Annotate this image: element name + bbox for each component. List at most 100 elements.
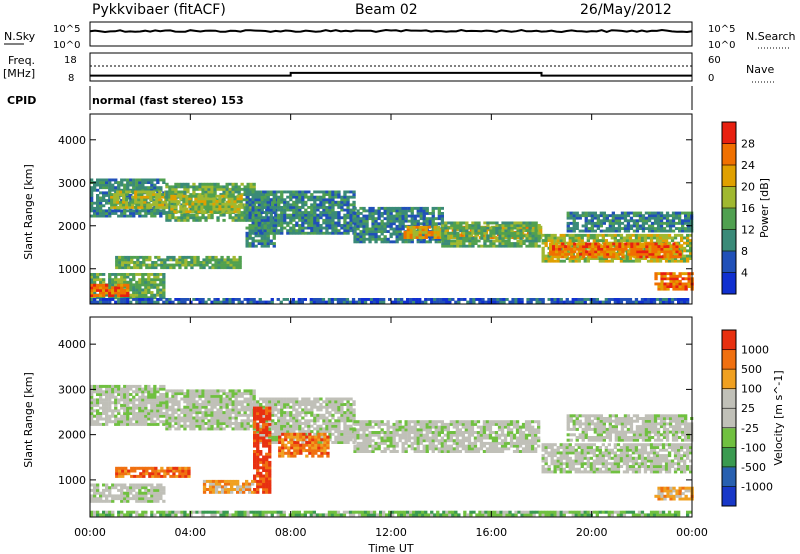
heatmap-cell <box>663 245 667 248</box>
heatmap-cell <box>162 283 166 287</box>
heatmap-cell <box>280 224 284 227</box>
heatmap-cell <box>301 190 305 194</box>
heatmap-cell <box>659 219 664 223</box>
heatmap-cell <box>132 293 136 297</box>
heatmap-cell <box>480 244 484 248</box>
heatmap-cell <box>309 300 313 304</box>
heatmap-cell <box>213 211 217 214</box>
heatmap-cell <box>257 239 261 243</box>
heatmap-cell <box>656 227 661 230</box>
heatmap-cell <box>678 229 682 233</box>
heatmap-cell <box>158 200 162 204</box>
heatmap-cell <box>225 392 229 396</box>
heatmap-cell <box>343 213 347 217</box>
heatmap-cell <box>263 224 267 227</box>
heatmap-cell <box>550 233 554 237</box>
heatmap-cell <box>159 412 163 415</box>
heatmap-cell <box>683 298 687 301</box>
heatmap-cell <box>93 275 97 279</box>
heatmap-cell <box>337 206 341 209</box>
heatmap-cell <box>591 242 595 246</box>
heatmap-cell <box>587 219 591 223</box>
heatmap-cell <box>129 214 133 218</box>
heatmap-cell <box>538 298 542 301</box>
heatmap-cell <box>114 409 118 413</box>
heatmap-cell <box>114 401 118 405</box>
heatmap-cell <box>113 206 117 209</box>
heatmap-cell <box>207 413 211 417</box>
heatmap-cell <box>111 393 115 396</box>
heatmap-cell <box>119 190 123 194</box>
heatmap-cell <box>234 411 238 415</box>
heatmap-cell <box>395 214 399 218</box>
heatmap-cell <box>138 395 142 399</box>
heatmap-cell <box>90 278 94 282</box>
heatmap-cell <box>404 217 408 221</box>
heatmap-cell <box>550 259 554 263</box>
heatmap-cell <box>609 245 613 248</box>
heatmap-cell <box>619 233 624 237</box>
freq-right-tick-top: 60 <box>708 55 721 66</box>
heatmap-cell <box>160 266 164 270</box>
heatmap-cell <box>207 182 211 186</box>
heatmap-cell <box>171 203 175 207</box>
heatmap-cell <box>189 405 193 409</box>
heatmap-cell <box>456 231 460 235</box>
heatmap-cell <box>456 236 460 240</box>
heatmap-cell <box>136 255 140 259</box>
heatmap-cell <box>243 198 247 202</box>
heatmap-cell <box>186 216 190 220</box>
heatmap-cell <box>330 298 335 301</box>
heatmap-cell <box>328 195 332 199</box>
heatmap-cell <box>276 298 280 301</box>
heatmap-cell <box>108 403 112 407</box>
heatmap-cell <box>353 219 357 223</box>
heatmap-cell <box>407 206 411 210</box>
heatmap-cell <box>298 216 302 220</box>
heatmap-cell <box>484 300 488 304</box>
heatmap-cell <box>168 200 172 204</box>
heatmap-cell <box>189 416 193 420</box>
heatmap-cell <box>135 283 139 287</box>
heatmap-cell <box>605 227 609 230</box>
heatmap-cell <box>343 203 347 207</box>
heatmap-cell <box>145 266 149 270</box>
heatmap-cell <box>656 211 661 215</box>
heatmap-cell <box>389 212 393 215</box>
heatmap-cell <box>460 233 464 237</box>
heatmap-cell <box>240 427 244 431</box>
heatmap-cell <box>451 298 455 301</box>
heatmap-cell <box>234 182 238 186</box>
heatmap-cell <box>144 188 148 192</box>
heatmap-cell <box>558 245 562 248</box>
heatmap-cell <box>129 387 133 391</box>
heatmap-cell <box>295 193 299 196</box>
heatmap-cell <box>594 242 598 246</box>
heatmap-cell <box>495 236 499 240</box>
heatmap-cell <box>471 226 475 230</box>
heatmap-cell <box>117 280 121 284</box>
heatmap-cell <box>562 239 566 242</box>
heatmap-cell <box>138 285 142 289</box>
heatmap-cell <box>257 218 261 222</box>
heatmap-cell <box>182 210 186 214</box>
heatmap-cell <box>634 239 639 242</box>
heatmap-cell <box>572 219 576 223</box>
heatmap-cell <box>198 411 202 415</box>
heatmap-cell <box>624 247 628 251</box>
heatmap-cell <box>129 420 133 424</box>
heatmap-cell <box>111 273 115 276</box>
heatmap-cell <box>669 250 673 254</box>
heatmap-cell <box>233 205 237 208</box>
heatmap-cell <box>113 193 117 196</box>
heatmap-cell <box>622 236 627 240</box>
heatmap-cell <box>674 216 679 220</box>
heatmap-cell <box>162 300 166 304</box>
heatmap-cell <box>489 226 493 230</box>
heatmap-cell <box>99 286 103 290</box>
heatmap-cell <box>577 259 581 263</box>
heatmap-cell <box>168 187 172 191</box>
heatmap-cell <box>436 300 440 304</box>
heatmap-cell <box>672 279 676 283</box>
heatmap-cell <box>553 233 557 237</box>
